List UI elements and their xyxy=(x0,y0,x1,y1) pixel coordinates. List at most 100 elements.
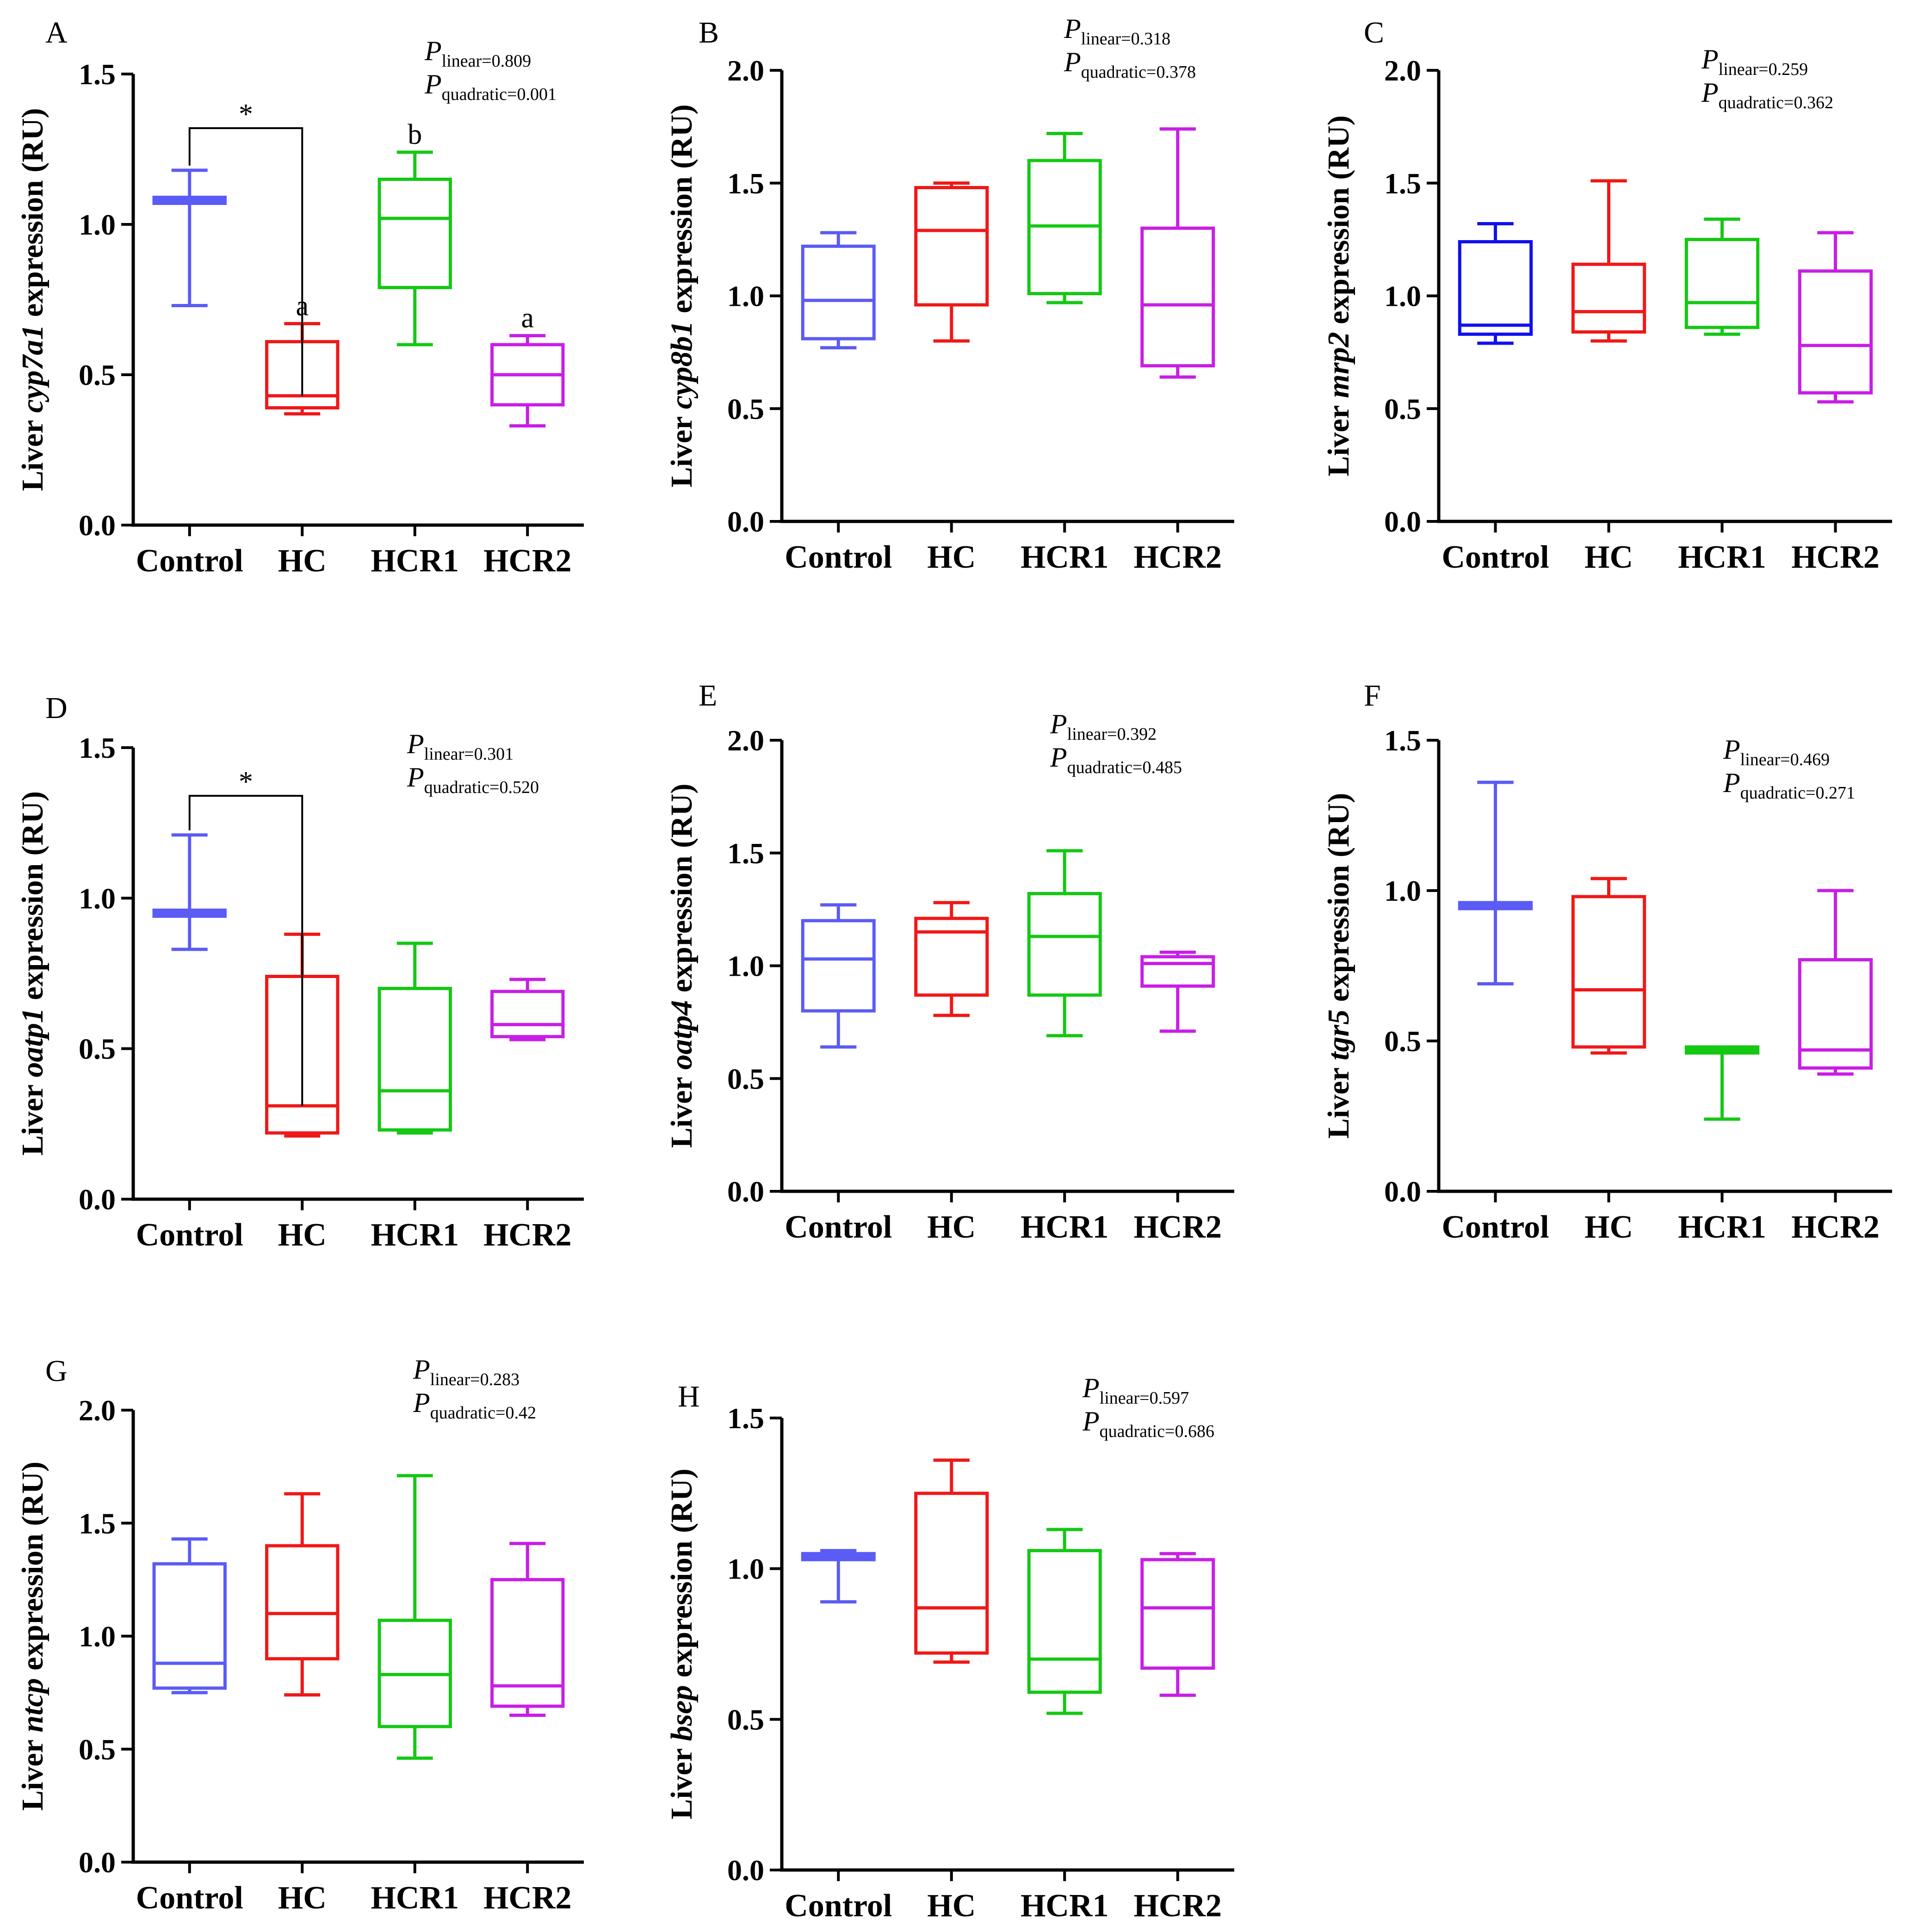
x-tick-label: HC xyxy=(278,543,327,579)
p-quadratic-annotation: Pquadratic=0.42 xyxy=(413,1387,536,1423)
y-title-prefix: Liver xyxy=(665,409,699,487)
box-iqr xyxy=(914,916,989,997)
box-hcr2 xyxy=(1140,950,1215,1033)
p-linear-value: =0.318 xyxy=(1121,29,1170,49)
x-tick-label: Control xyxy=(785,1888,892,1924)
p-linear-annotation: Plinear=0.597 xyxy=(1082,1373,1189,1408)
p-quadratic-value: =0.686 xyxy=(1165,1422,1214,1441)
p-quadratic-value: =0.520 xyxy=(489,778,539,797)
y-title-gene: cyp7a1 xyxy=(16,325,49,413)
y-axis-title: Liver cyp7a1 expression (RU) xyxy=(16,108,49,491)
significance-bracket xyxy=(188,127,303,396)
box-iqr xyxy=(377,987,452,1132)
y-title-prefix: Liver xyxy=(16,1077,49,1156)
significance-letter: b xyxy=(408,119,422,150)
box-control xyxy=(152,168,227,307)
x-tick-label: HC xyxy=(927,1888,976,1924)
y-tick-label: 1.0 xyxy=(79,1620,116,1653)
box-iqr xyxy=(1140,226,1215,368)
p-quadratic-value: =0.362 xyxy=(1784,93,1833,112)
y-tick-label: 0.0 xyxy=(727,505,764,538)
panel-letter: F xyxy=(1364,679,1381,712)
p-linear-annotation: Plinear=0.392 xyxy=(1050,709,1157,744)
x-tick-label: HC xyxy=(278,1217,327,1253)
p-symbol: P xyxy=(407,729,424,759)
p-linear-annotation: Plinear=0.469 xyxy=(1723,734,1830,769)
y-title-suffix: expression (RU) xyxy=(665,1468,699,1685)
y-axis-title: Liver oatp1 expression (RU) xyxy=(16,791,49,1156)
y-tick-label: 1.5 xyxy=(79,731,116,764)
x-tick-label: HC xyxy=(927,539,976,575)
box-hcr2 xyxy=(1798,889,1873,1076)
box-iqr xyxy=(490,1578,565,1708)
p-quadratic-value: =0.42 xyxy=(495,1403,536,1423)
y-title-gene: oatp4 xyxy=(665,1000,699,1070)
p-linear-subscript: linear xyxy=(430,1370,470,1389)
p-quadratic-subscript: quadratic xyxy=(1067,758,1132,777)
y-tick-label: 2.0 xyxy=(727,724,764,757)
p-quadratic-annotation: Pquadratic=0.485 xyxy=(1050,742,1182,777)
x-tick-label: HCR2 xyxy=(1133,1888,1222,1924)
box-hcr2 xyxy=(490,334,565,427)
panel-a: A 0.0 0.5 1.0 1.5 Control HC HCR1 HCR2 Liver cyp7… xyxy=(16,16,584,579)
x-tick-label: HC xyxy=(278,1880,327,1916)
y-title-suffix: expression (RU) xyxy=(665,105,699,321)
box-hcr1 xyxy=(1027,132,1102,304)
y-title-prefix: Liver xyxy=(665,1070,699,1148)
y-tick-label: 0.5 xyxy=(727,1703,764,1736)
y-tick-label: 0.0 xyxy=(1384,1175,1421,1208)
x-tick-label: HCR2 xyxy=(483,1217,572,1253)
p-quadratic-subscript: quadratic xyxy=(1719,93,1784,112)
box-iqr xyxy=(1458,240,1533,336)
box-hc xyxy=(914,181,989,343)
p-quadratic-value: =0.485 xyxy=(1132,758,1182,777)
p-linear-subscript: linear xyxy=(442,51,482,71)
y-tick-label: 1.0 xyxy=(727,280,764,313)
box-hcr2 xyxy=(490,978,565,1041)
x-tick-label: HCR2 xyxy=(1133,1209,1222,1245)
y-title-prefix: Liver xyxy=(16,413,49,491)
y-tick-label: 0.5 xyxy=(79,359,116,391)
box-iqr xyxy=(1027,892,1102,997)
y-tick-label: 1.0 xyxy=(79,882,116,915)
box-hc xyxy=(914,901,989,1017)
x-tick-label: HCR1 xyxy=(1021,539,1109,575)
p-linear-subscript: linear xyxy=(424,744,464,764)
x-tick-label: HCR1 xyxy=(1678,539,1766,575)
panel-b: B 0.0 0.5 1.0 1.5 2.0 Control HC HCR1 HCR2 Liver c… xyxy=(665,13,1234,575)
box-control xyxy=(1458,222,1533,345)
p-linear-subscript: linear xyxy=(1067,724,1107,744)
x-tick-label: Control xyxy=(136,1217,243,1253)
p-linear-subscript: linear xyxy=(1081,29,1121,49)
p-symbol: P xyxy=(1064,13,1081,44)
x-tick-label: Control xyxy=(136,1880,243,1916)
x-tick-label: HCR1 xyxy=(1021,1209,1109,1245)
panel-g: G 0.0 0.5 1.0 1.5 2.0 Control HC HCR1 HCR2 Liver n… xyxy=(16,1354,584,1916)
y-tick-label: 0.0 xyxy=(1384,505,1421,538)
panel-letter: A xyxy=(45,16,68,50)
y-title-gene: ntcp xyxy=(16,1678,49,1732)
y-tick-label: 0.5 xyxy=(79,1033,116,1065)
y-tick-label: 1.0 xyxy=(1384,874,1421,907)
y-title-gene: cyp8b1 xyxy=(665,321,699,409)
box-iqr xyxy=(1571,262,1646,334)
p-quadratic-subscript: quadratic xyxy=(1081,62,1146,82)
x-tick-label: HCR2 xyxy=(1133,539,1222,575)
panel-c: C 0.0 0.5 1.0 1.5 2.0 Control HC HCR1 HCR2 Liver m… xyxy=(1322,16,1892,575)
x-tick-label: HCR2 xyxy=(1791,1209,1880,1245)
p-linear-subscript: linear xyxy=(1719,60,1759,79)
y-tick-label: 0.0 xyxy=(79,1183,116,1216)
y-title-prefix: Liver xyxy=(1322,1060,1355,1139)
x-tick-label: Control xyxy=(136,543,243,579)
y-tick-label: 0.5 xyxy=(1384,392,1421,425)
box-hc xyxy=(1571,179,1646,343)
box-hc xyxy=(265,1492,340,1697)
x-tick-label: HC xyxy=(927,1209,976,1245)
y-title-suffix: expression (RU) xyxy=(16,108,49,325)
y-axis-title: Liver oatp4 expression (RU) xyxy=(665,784,699,1148)
p-symbol: P xyxy=(1723,768,1740,798)
p-linear-subscript: linear xyxy=(1100,1388,1140,1408)
y-tick-label: 1.0 xyxy=(727,1553,764,1585)
p-symbol: P xyxy=(413,1387,430,1418)
x-tick-label: HCR1 xyxy=(371,543,459,579)
